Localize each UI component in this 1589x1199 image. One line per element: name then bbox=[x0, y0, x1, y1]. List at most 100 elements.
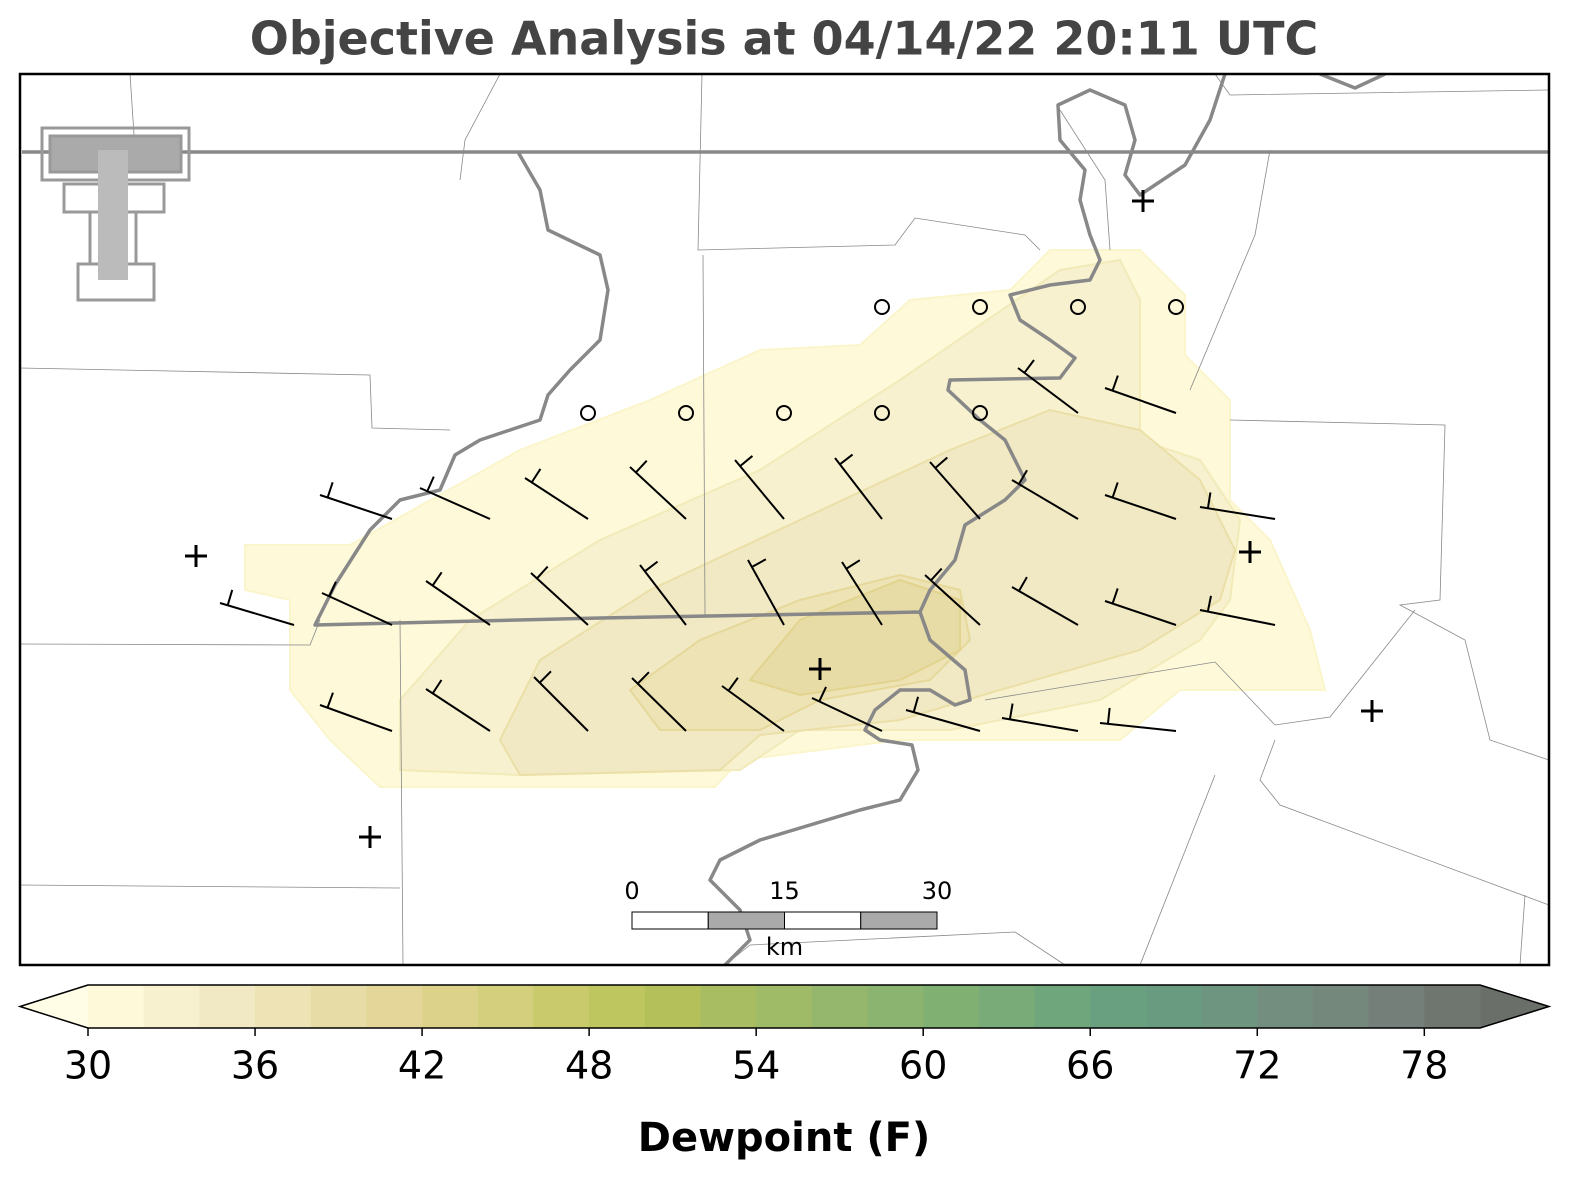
scale-segment bbox=[860, 911, 938, 930]
colorbar-segment bbox=[533, 985, 590, 1028]
wind-barb bbox=[1099, 707, 1177, 732]
dewpoint-shading bbox=[244, 249, 1327, 788]
station-markers bbox=[185, 190, 1383, 848]
colorbar-segment bbox=[867, 985, 924, 1028]
wind-barb bbox=[811, 686, 883, 732]
scale-unit: km bbox=[766, 933, 803, 961]
calm-station bbox=[678, 405, 694, 421]
colorbar-segment bbox=[1368, 985, 1425, 1028]
wind-barb bbox=[319, 482, 393, 520]
calm-station bbox=[972, 405, 988, 421]
calm-station bbox=[1070, 299, 1086, 315]
calm-station bbox=[776, 405, 792, 421]
scale-label: 30 bbox=[922, 877, 953, 905]
wind-barb bbox=[530, 565, 589, 626]
wind-barb bbox=[1199, 492, 1276, 520]
colorbar-segment bbox=[756, 985, 813, 1028]
wind-barb bbox=[1199, 595, 1276, 626]
rivers bbox=[22, 74, 1549, 965]
colorbar-segment bbox=[310, 985, 367, 1028]
colorbar-tick-label: 30 bbox=[64, 1044, 112, 1088]
wind-barb bbox=[929, 456, 981, 520]
missing-station bbox=[1132, 190, 1154, 212]
colorbar-segment bbox=[255, 985, 312, 1028]
calm-station bbox=[874, 405, 890, 421]
colorbar-segment bbox=[366, 985, 423, 1028]
calm-station bbox=[1168, 299, 1184, 315]
colorbar-segment bbox=[422, 985, 479, 1028]
colorbar: 30 36 42 48 54 60 66 72 78 bbox=[17, 984, 1552, 1088]
colorbar-under bbox=[20, 985, 88, 1028]
wind-barb bbox=[533, 670, 589, 732]
university-logo bbox=[40, 126, 191, 302]
map-area bbox=[18, 72, 1551, 967]
wind-barb bbox=[747, 558, 785, 626]
wind-barb bbox=[219, 589, 295, 626]
colorbar-segment bbox=[1090, 985, 1147, 1028]
wind-barb bbox=[1104, 588, 1177, 626]
colorbar-tick-label: 72 bbox=[1233, 1044, 1281, 1088]
missing-station bbox=[1239, 541, 1261, 563]
colorbar-segment bbox=[978, 985, 1036, 1028]
wind-barb bbox=[905, 696, 981, 732]
wind-barb bbox=[321, 581, 393, 626]
missing-station bbox=[359, 826, 381, 848]
colorbar-outline bbox=[17, 984, 1552, 1029]
title: Objective Analysis at 04/14/22 20:11 UTC bbox=[250, 12, 1319, 66]
wind-barb bbox=[734, 455, 785, 520]
colorbar-segment bbox=[1257, 985, 1314, 1028]
colorbar-segment bbox=[477, 985, 534, 1028]
colorbar-tick-label: 42 bbox=[398, 1044, 446, 1088]
wind-barb bbox=[721, 677, 785, 732]
wind-barb bbox=[1011, 469, 1079, 520]
wind-barb bbox=[631, 671, 687, 732]
colorbar-segment bbox=[1201, 985, 1258, 1028]
colorbar-tick-label: 48 bbox=[565, 1044, 613, 1088]
missing-station bbox=[1361, 700, 1383, 722]
colorbar-label: Dewpoint (F) bbox=[638, 1115, 931, 1161]
calm-station bbox=[972, 299, 988, 315]
colorbar-segment bbox=[1034, 985, 1091, 1028]
scale-segment bbox=[631, 911, 709, 930]
wind-barb bbox=[1104, 482, 1177, 520]
wind-barb bbox=[639, 560, 687, 626]
colorbar-segment bbox=[1424, 985, 1481, 1028]
colorbar-segment bbox=[199, 985, 256, 1028]
calm-station bbox=[874, 299, 890, 315]
map-frame bbox=[18, 72, 1551, 967]
colorbar-segment bbox=[143, 985, 200, 1028]
colorbar-over bbox=[1480, 985, 1549, 1028]
colorbar-tick-label: 54 bbox=[732, 1044, 780, 1088]
scale-label: 15 bbox=[769, 877, 800, 905]
wind-barb bbox=[629, 460, 687, 520]
colorbar-segment bbox=[644, 985, 701, 1028]
wind-barb bbox=[524, 468, 589, 520]
colorbar-segment bbox=[1312, 985, 1370, 1028]
wind-barb bbox=[319, 692, 393, 732]
wind-barb bbox=[1011, 576, 1079, 626]
wind-barb bbox=[1001, 703, 1079, 732]
colorbar-tick-label: 78 bbox=[1400, 1044, 1448, 1088]
missing-station bbox=[185, 545, 207, 567]
scale-bar: 0 15 30 km bbox=[624, 877, 952, 961]
colorbar-segment bbox=[700, 985, 757, 1028]
colorbar-segment bbox=[923, 985, 980, 1028]
scale-segment bbox=[784, 911, 862, 930]
colorbar-segment bbox=[589, 985, 646, 1028]
colorbar-segment bbox=[88, 985, 145, 1028]
county-borders bbox=[20, 74, 1549, 965]
wind-barb bbox=[924, 567, 981, 626]
wind-barb bbox=[841, 559, 883, 626]
calm-station bbox=[580, 405, 596, 421]
wind-barb bbox=[1104, 375, 1177, 414]
colorbar-segment bbox=[811, 985, 869, 1028]
wind-barb bbox=[419, 476, 491, 520]
wind-barb bbox=[1017, 359, 1079, 414]
colorbar-tick-label: 36 bbox=[231, 1044, 279, 1088]
scale-label: 0 bbox=[624, 877, 639, 905]
wind-barb bbox=[425, 571, 491, 626]
colorbar-segment bbox=[1145, 985, 1203, 1028]
colorbar-tick-label: 66 bbox=[1066, 1044, 1114, 1088]
colorbar-tick-label: 60 bbox=[899, 1044, 947, 1088]
